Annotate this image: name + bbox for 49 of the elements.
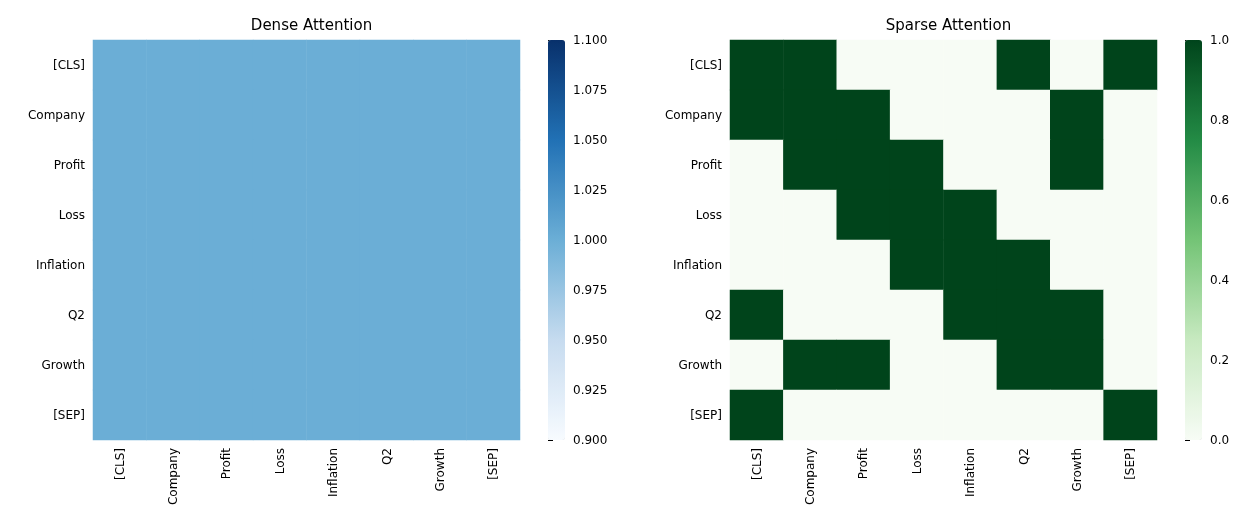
y-tick-label: Growth bbox=[678, 358, 722, 372]
y-tick-label: [SEP] bbox=[53, 408, 85, 422]
color-bar-label: 0.8 bbox=[1210, 113, 1230, 127]
y-tick-label: Q2 bbox=[704, 308, 722, 322]
y-tick-label: [CLS] bbox=[689, 58, 722, 72]
x-tick-label: Inflation bbox=[963, 448, 978, 498]
y-tick-label: Profit bbox=[53, 158, 86, 172]
y-tick-label: [CLS] bbox=[52, 58, 85, 72]
x-tick-label: Profit bbox=[856, 447, 871, 480]
x-tick-label: Company bbox=[166, 448, 181, 506]
x-tick-label: [CLS] bbox=[749, 448, 764, 481]
x-tick-label: Profit bbox=[219, 447, 234, 480]
y-tick-label: Profit bbox=[690, 158, 723, 172]
x-tick-label: [CLS] bbox=[112, 448, 127, 481]
color-bar-label: 0.4 bbox=[1210, 273, 1230, 287]
y-tick-label: Inflation bbox=[35, 258, 85, 272]
x-tick-label: Company bbox=[803, 448, 818, 506]
color-bar-label: 0.900 bbox=[573, 433, 608, 447]
color-bar-label: 0.0 bbox=[1210, 433, 1230, 447]
y-tick-label: Loss bbox=[58, 208, 85, 222]
y-tick-label: Q2 bbox=[67, 308, 85, 322]
chart-title: Sparse Attention bbox=[885, 15, 1012, 34]
y-tick-label: Growth bbox=[41, 358, 85, 372]
y-tick-label: Loss bbox=[695, 208, 722, 222]
y-tick-label: Inflation bbox=[672, 258, 722, 272]
x-tick-label: [SEP] bbox=[1123, 448, 1138, 480]
color-bar-label: 0.950 bbox=[573, 333, 608, 347]
x-tick-label: Growth bbox=[432, 448, 447, 492]
x-tick-label: Growth bbox=[1069, 448, 1084, 492]
x-tick-label: Inflation bbox=[326, 448, 341, 498]
y-tick-label: [SEP] bbox=[690, 408, 722, 422]
y-tick-label: Company bbox=[27, 108, 85, 122]
x-tick-label: Q2 bbox=[1016, 448, 1031, 466]
color-bar-label: 0.6 bbox=[1210, 193, 1230, 207]
chart-title: Dense Attention bbox=[250, 15, 373, 34]
color-bar-label: 1.025 bbox=[573, 183, 608, 197]
color-bar-label: 1.050 bbox=[573, 133, 608, 147]
x-tick-label: [SEP] bbox=[486, 448, 501, 480]
y-tick-label: Company bbox=[664, 108, 722, 122]
x-tick-label: Loss bbox=[272, 448, 287, 475]
color-bar-label: 1.0 bbox=[1210, 33, 1230, 47]
color-bar-label: 0.925 bbox=[573, 383, 608, 397]
color-bar-label: 1.075 bbox=[573, 83, 608, 97]
color-bar-label: 1.100 bbox=[573, 33, 608, 47]
x-tick-label: Q2 bbox=[379, 448, 394, 466]
color-bar-label: 0.2 bbox=[1210, 353, 1230, 367]
color-bar-label: 1.000 bbox=[573, 233, 608, 247]
x-tick-label: Loss bbox=[909, 448, 924, 475]
color-bar-label: 0.975 bbox=[573, 283, 608, 297]
